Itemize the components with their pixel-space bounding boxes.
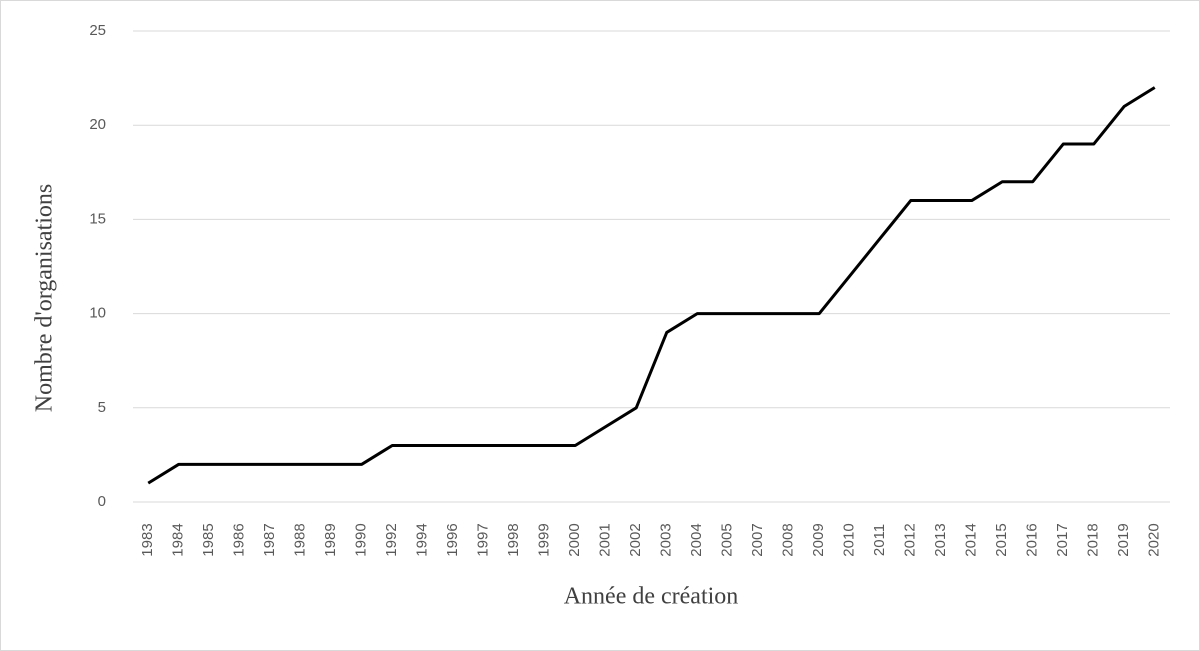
- x-tick-label: 2000: [566, 523, 583, 556]
- x-tick-label: 1988: [292, 523, 309, 556]
- x-tick-label: 2012: [902, 523, 919, 556]
- x-axis-title: Année de création: [564, 584, 739, 610]
- x-tick-label: 2014: [963, 523, 980, 556]
- x-tick-label: 2017: [1054, 523, 1071, 556]
- data-line: [147, 86, 1156, 485]
- y-tick-label: 0: [98, 493, 106, 510]
- x-tick-label: 1994: [414, 523, 431, 556]
- x-tick-label: 1992: [383, 523, 400, 556]
- x-tick-label: 2005: [719, 523, 736, 556]
- x-tick-label: 2009: [810, 523, 827, 556]
- x-tick-label: 1986: [231, 523, 248, 556]
- x-tick-label: 1983: [139, 523, 156, 556]
- y-tick-label: 10: [89, 305, 106, 322]
- x-tick-label: 2003: [658, 523, 675, 556]
- y-axis-title: Nombre d'organisations: [32, 184, 58, 413]
- x-tick-label: 2018: [1085, 523, 1102, 556]
- x-tick-label: 1998: [505, 523, 522, 556]
- x-tick-label: 2001: [597, 523, 614, 556]
- x-tick-label: 2020: [1146, 523, 1163, 556]
- x-tick-label: 2004: [688, 523, 705, 556]
- x-tick-label: 2019: [1115, 523, 1132, 556]
- x-tick-label: 1996: [444, 523, 461, 556]
- x-tick-label: 2008: [780, 523, 797, 556]
- x-tick-label: 1987: [261, 523, 278, 556]
- x-tick-label: 1999: [536, 523, 553, 556]
- x-tick-label: 2015: [993, 523, 1010, 556]
- y-tick-label: 25: [89, 22, 106, 39]
- x-tick-label: 1989: [322, 523, 339, 556]
- x-tick-label: 2007: [749, 523, 766, 556]
- x-tick-label: 2002: [627, 523, 644, 556]
- x-tick-label: 1984: [170, 523, 187, 556]
- x-tick-label: 1990: [353, 523, 370, 556]
- y-tick-label: 15: [89, 210, 106, 227]
- y-tick-label: 20: [89, 116, 106, 133]
- x-tick-label: 1997: [475, 523, 492, 556]
- x-tick-label: 2010: [841, 523, 858, 556]
- x-tick-label: 1985: [200, 523, 217, 556]
- x-tick-label: 2013: [932, 523, 949, 556]
- x-tick-label: 2011: [871, 524, 888, 556]
- x-tick-label: 2016: [1024, 523, 1041, 556]
- y-tick-label: 5: [98, 399, 106, 416]
